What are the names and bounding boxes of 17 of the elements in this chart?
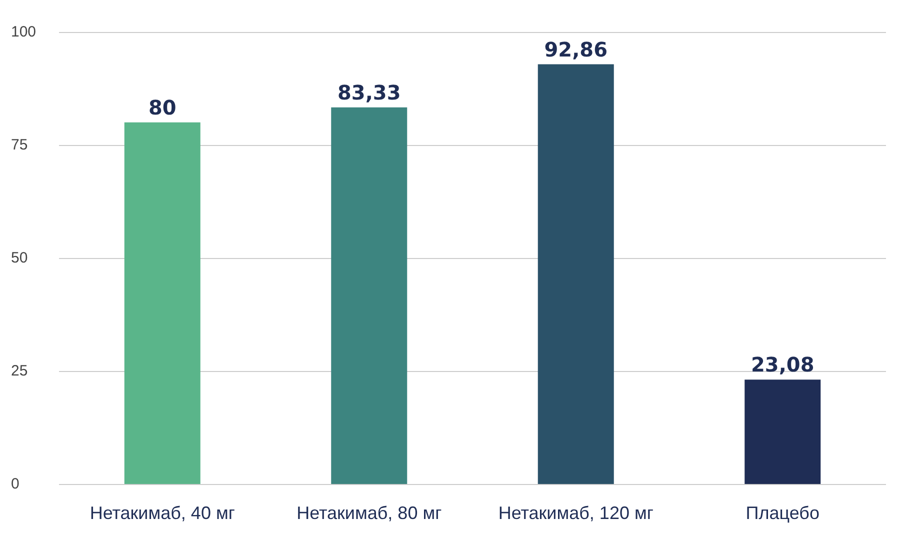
x-tick-label: Нетакимаб, 40 мг: [90, 503, 236, 523]
x-tick-label: Плацебо: [746, 503, 820, 523]
bar: [538, 64, 614, 484]
data-label: 92,86: [544, 37, 608, 62]
data-label: 23,08: [750, 352, 814, 377]
y-tick-label: 0: [11, 476, 20, 492]
bar: [744, 380, 821, 484]
data-label: 83,33: [337, 80, 401, 104]
bar: [331, 107, 408, 484]
x-tick-label: Нетакимаб, 120 мг: [498, 503, 654, 523]
y-tick-label: 100: [11, 24, 36, 40]
bar: [124, 122, 200, 484]
data-label: 80: [148, 95, 176, 120]
y-tick-label: 50: [11, 250, 28, 266]
y-tick-label: 75: [11, 136, 28, 154]
y-tick-label: 25: [11, 362, 28, 380]
x-tick-label: Нетакимаб, 80 мг: [296, 503, 442, 523]
